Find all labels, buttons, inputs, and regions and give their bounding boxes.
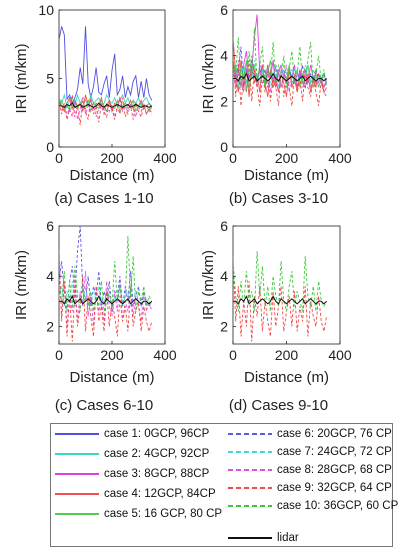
x-tick-label: 200: [275, 150, 299, 166]
x-axis-label: Distance (m): [69, 369, 154, 386]
y-axis-label: IRI (m/km): [200, 250, 217, 320]
y-tick-label: 2: [220, 93, 228, 109]
x-tick-label: 400: [153, 150, 177, 166]
legend-label: lidar: [277, 532, 299, 544]
x-tick-label: 400: [328, 150, 352, 166]
legend-label: case 7: 24GCP, 72 CP: [277, 446, 392, 458]
chart-panel-3: 0 200 400 2 4 6 Distance (m) IRI (m/km) (c) Case…: [13, 218, 177, 414]
y-tick-label: 0: [220, 139, 228, 155]
plot-area: [58, 225, 166, 345]
legend-label: case 1: 0GCP, 96CP: [104, 428, 210, 440]
y-tick-label: 2: [220, 318, 228, 334]
x-tick-label: 200: [100, 347, 124, 363]
series-line-case-8: [59, 97, 153, 120]
y-tick-label: 6: [220, 2, 228, 18]
legend-label: case 3: 8GCP, 88CP: [104, 468, 210, 480]
x-tick-label: 0: [229, 347, 237, 363]
legend-label: case 10: 36GCP, 60 CP: [277, 500, 399, 512]
series-line-case-10: [233, 251, 327, 312]
legend-swatch: [228, 487, 272, 489]
x-tick-label: 400: [153, 347, 177, 363]
x-tick-label: 200: [100, 150, 124, 166]
legend-swatch: [228, 537, 272, 539]
legend-swatch: [55, 473, 99, 475]
y-tick-label: 4: [220, 268, 228, 284]
legend-swatch: [228, 433, 272, 435]
y-tick-label: 0: [46, 139, 54, 155]
chart-panel-2: 0 200 400 0 2 4 6 Distance (m) IRI (m/km) (b) Cas…: [200, 2, 352, 207]
x-tick-label: 400: [328, 347, 352, 363]
panel-caption: (d) Cases 9-10: [229, 397, 328, 414]
legend-label: case 9: 32GCP, 64 CP: [277, 482, 392, 494]
y-axis-label: IRI (m/km): [13, 44, 30, 114]
y-tick-label: 6: [220, 218, 228, 234]
y-tick-label: 4: [46, 268, 54, 284]
legend-swatch: [55, 453, 99, 455]
legend-label: case 8: 28GCP, 68 CP: [277, 464, 392, 476]
series-line-case-10: [59, 235, 153, 312]
x-axis-label: Distance (m): [69, 167, 154, 184]
chart-panel-4: 0 200 400 2 4 6 Distance (m) IRI (m/km) (d) Case…: [200, 218, 352, 414]
series-line-case-9: [59, 251, 153, 342]
y-axis-label: IRI (m/km): [200, 44, 217, 114]
legend-swatch: [55, 493, 99, 495]
plot-area: [58, 9, 166, 148]
series-line-case-11: [233, 72, 327, 82]
series-line-case-1: [59, 26, 153, 105]
legend-label: case 2: 4GCP, 92CP: [104, 448, 210, 460]
x-tick-label: 200: [275, 347, 299, 363]
legend-swatch: [55, 513, 99, 515]
chart-panel-1: 0 200 400 0 5 10 Distance (m) IRI (m/km) (a) Cas…: [13, 2, 177, 207]
x-tick-label: 0: [55, 150, 63, 166]
y-tick-label: 4: [220, 48, 228, 64]
panel-caption: (c) Cases 6-10: [55, 397, 153, 414]
x-axis-label: Distance (m): [244, 167, 329, 184]
series-line-case-9: [59, 94, 153, 126]
series-line-case-11: [59, 295, 153, 305]
x-tick-label: 0: [55, 347, 63, 363]
series-line-case-11: [233, 295, 327, 305]
series-line-case-8: [59, 261, 153, 327]
legend-swatch: [228, 505, 272, 507]
y-tick-label: 2: [46, 318, 54, 334]
legend-swatch: [228, 469, 272, 471]
series-line-case-9: [233, 51, 327, 106]
series-line-case-7: [233, 60, 327, 88]
legend-label: case 5: 16 GCP, 80 CP: [104, 508, 223, 520]
legend-label: case 6: 20GCP, 76 CP: [277, 428, 392, 440]
y-tick-label: 6: [46, 218, 54, 234]
legend: case 1: 0GCP, 96CP case 2: 4GCP, 92CP case…: [50, 423, 398, 547]
x-tick-label: 0: [229, 150, 237, 166]
legend-swatch: [55, 433, 99, 435]
series-line-case-10: [233, 28, 328, 93]
y-tick-label: 10: [38, 2, 54, 18]
y-tick-label: 5: [46, 71, 54, 87]
panel-caption: (a) Cases 1-10: [54, 190, 153, 207]
legend-swatch: [228, 451, 272, 453]
series-line-case-11: [59, 102, 153, 108]
panel-caption: (b) Cases 3-10: [229, 190, 328, 207]
x-axis-label: Distance (m): [244, 369, 329, 386]
y-axis-label: IRI (m/km): [13, 250, 30, 320]
legend-label: case 4: 12GCP, 84CP: [104, 488, 216, 500]
